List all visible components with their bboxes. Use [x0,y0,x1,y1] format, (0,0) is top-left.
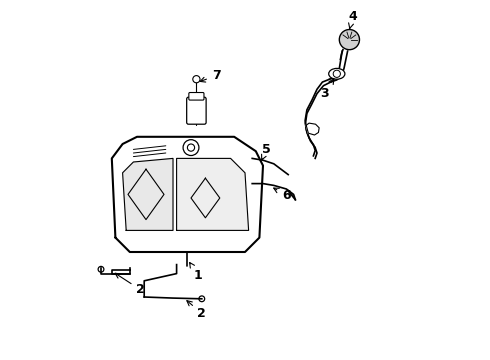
Circle shape [183,140,199,156]
FancyBboxPatch shape [189,93,204,100]
Text: 6: 6 [274,188,291,202]
Text: 3: 3 [320,79,334,100]
Circle shape [339,30,360,50]
Polygon shape [176,158,248,230]
Polygon shape [306,123,319,135]
Polygon shape [122,158,173,230]
Text: 5: 5 [262,143,271,160]
FancyBboxPatch shape [187,97,206,124]
Text: 7: 7 [200,69,220,82]
Polygon shape [112,137,263,252]
Text: 1: 1 [190,262,202,282]
Text: 2: 2 [115,273,145,296]
Text: 4: 4 [348,10,357,28]
Circle shape [193,76,200,83]
Text: 2: 2 [187,301,206,320]
Ellipse shape [329,68,345,79]
